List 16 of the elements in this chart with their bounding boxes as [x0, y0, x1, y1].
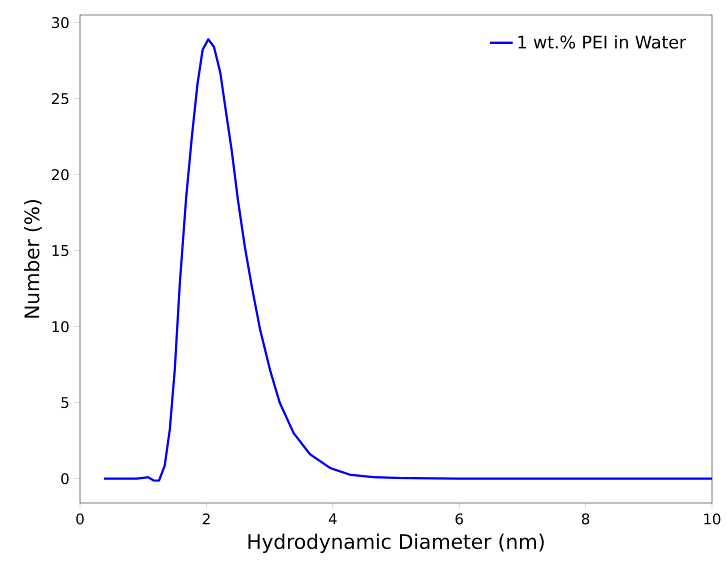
y-tick-label: 25	[52, 93, 68, 104]
x-tick-label: 6	[456, 513, 463, 524]
y-tick-label: 20	[52, 169, 69, 180]
x-axis-title: Hydrodynamic Diameter (nm)	[248, 534, 544, 553]
y-tick-label: 0	[61, 473, 69, 484]
x-tick-label: 10	[704, 513, 720, 524]
x-tick-label: 8	[582, 513, 590, 524]
y-axis-title: Number (%)	[24, 200, 42, 318]
y-tick-label: 5	[61, 397, 68, 408]
x-tick-label: 4	[328, 513, 337, 524]
y-tick-label: 10	[52, 321, 69, 332]
x-tick-label: 2	[202, 513, 210, 524]
legend-label: 1 wt.% PEI in Water	[518, 35, 686, 49]
x-tick-label: 0	[76, 513, 84, 524]
y-tick-label: 30	[52, 17, 69, 28]
y-tick-label: 15	[52, 245, 68, 256]
